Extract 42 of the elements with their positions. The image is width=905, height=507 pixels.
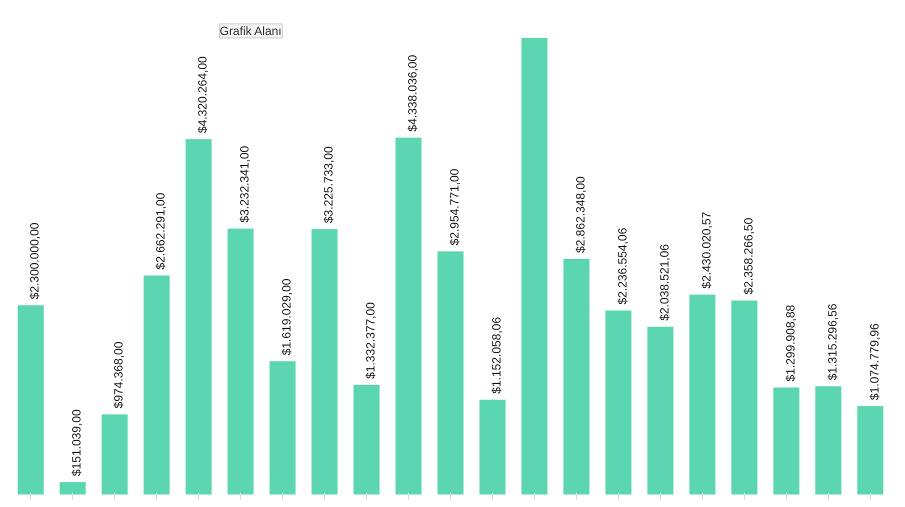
bar: [312, 229, 338, 494]
bar: [773, 388, 800, 494]
bar: [144, 275, 170, 494]
bar: [270, 361, 296, 494]
bar: [228, 228, 254, 494]
bar: [102, 414, 128, 494]
data-label: $2.358.266,50: [741, 217, 756, 294]
data-label: $3.232.341,00: [238, 146, 252, 223]
data-label: $2.236.554,06: [615, 227, 630, 304]
bar: [186, 139, 212, 494]
data-label: $1.152.058,06: [489, 316, 504, 394]
bar: [521, 38, 548, 494]
bar: [479, 400, 506, 494]
data-label: $2.038.521,06: [657, 244, 672, 321]
data-label: $2.862.348,00: [573, 176, 588, 254]
data-label: $1.332.377,00: [364, 302, 378, 379]
data-label: $3.225.733,00: [322, 146, 336, 224]
data-label: $2.300.000,00: [28, 222, 42, 300]
bar: [731, 300, 758, 494]
bar: [857, 406, 884, 494]
data-label: $4.338.036,00: [406, 54, 420, 132]
bar: [689, 294, 716, 494]
bar: [354, 384, 380, 494]
data-label: $1.074.779,96: [867, 323, 882, 400]
data-label: $151.039,00: [70, 409, 84, 476]
data-label: $2.430.020,57: [699, 212, 714, 289]
bar: [60, 482, 86, 494]
bar: [605, 310, 632, 494]
annotation: Grafik Alanı: [220, 24, 282, 38]
bar: [647, 326, 674, 494]
bar: [815, 386, 842, 494]
data-label: $974.368,00: [112, 341, 126, 408]
data-label: $4.320.264,00: [196, 56, 210, 134]
bar: [437, 251, 464, 494]
bar: [18, 305, 44, 494]
bar: [396, 138, 422, 494]
data-label: $1.315.296,56: [825, 303, 840, 380]
data-label: $2.662.291,00: [154, 192, 168, 270]
data-label: $2.954.771,00: [448, 168, 462, 246]
data-label: $1.619.029,00: [280, 278, 294, 356]
data-label: $1.299.908,88: [783, 304, 798, 382]
bar: [563, 259, 590, 494]
